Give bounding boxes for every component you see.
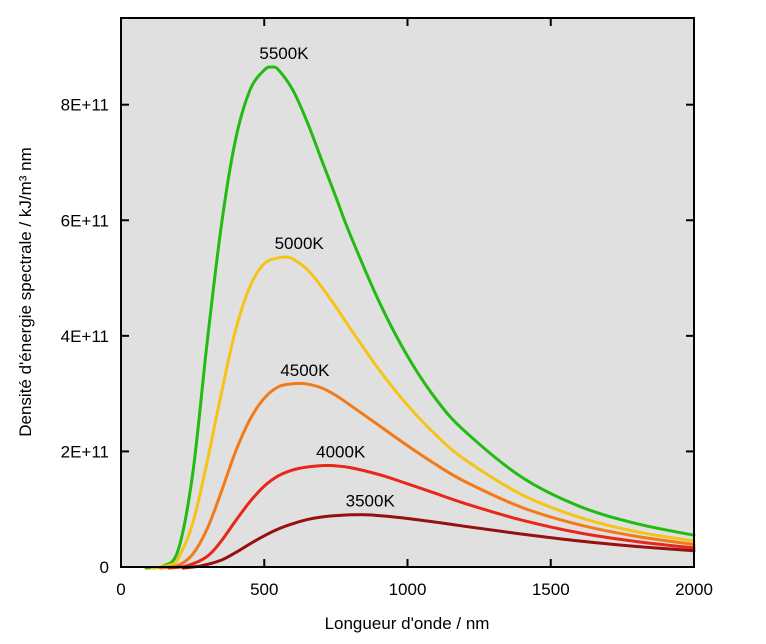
curve-3500k <box>181 513 696 570</box>
x-tick-label: 1000 <box>389 580 427 599</box>
curve-5500k <box>144 65 696 570</box>
curve-label-3500k: 3500K <box>346 492 396 511</box>
curve-label-4000k: 4000K <box>316 443 366 462</box>
y-axis-title: Densité d'énergie spectrale / kJ/m³ nm <box>16 147 35 437</box>
curve-label-5000k: 5000K <box>275 234 325 253</box>
plot-area-background <box>121 18 694 567</box>
curve-4500k <box>158 381 696 570</box>
y-tick-label: 2E+11 <box>61 442 109 461</box>
curve-4000k <box>167 463 696 570</box>
y-tick-label: 0 <box>100 558 109 577</box>
x-tick-label: 500 <box>250 580 278 599</box>
x-tick-label: 2000 <box>675 580 713 599</box>
curve-5000k <box>150 255 696 570</box>
curves-layer <box>144 65 696 570</box>
curve-labels-layer: 5500K 5000K 4500K 4000K 3500K <box>259 44 395 511</box>
curve-label-4500k: 4500K <box>280 361 330 380</box>
curve-label-5500k: 5500K <box>259 44 309 63</box>
x-axis-title: Longueur d'onde / nm <box>325 614 490 633</box>
y-tick-label: 4E+11 <box>61 327 109 346</box>
y-tick-label: 6E+11 <box>61 211 109 230</box>
y-tick-label: 8E+11 <box>61 96 109 115</box>
x-tick-label: 0 <box>116 580 125 599</box>
ticks-layer: 0 500 1000 1500 2000 0 2E+11 4E+11 6E+11 8E+11 <box>61 18 713 599</box>
x-tick-label: 1500 <box>532 580 570 599</box>
